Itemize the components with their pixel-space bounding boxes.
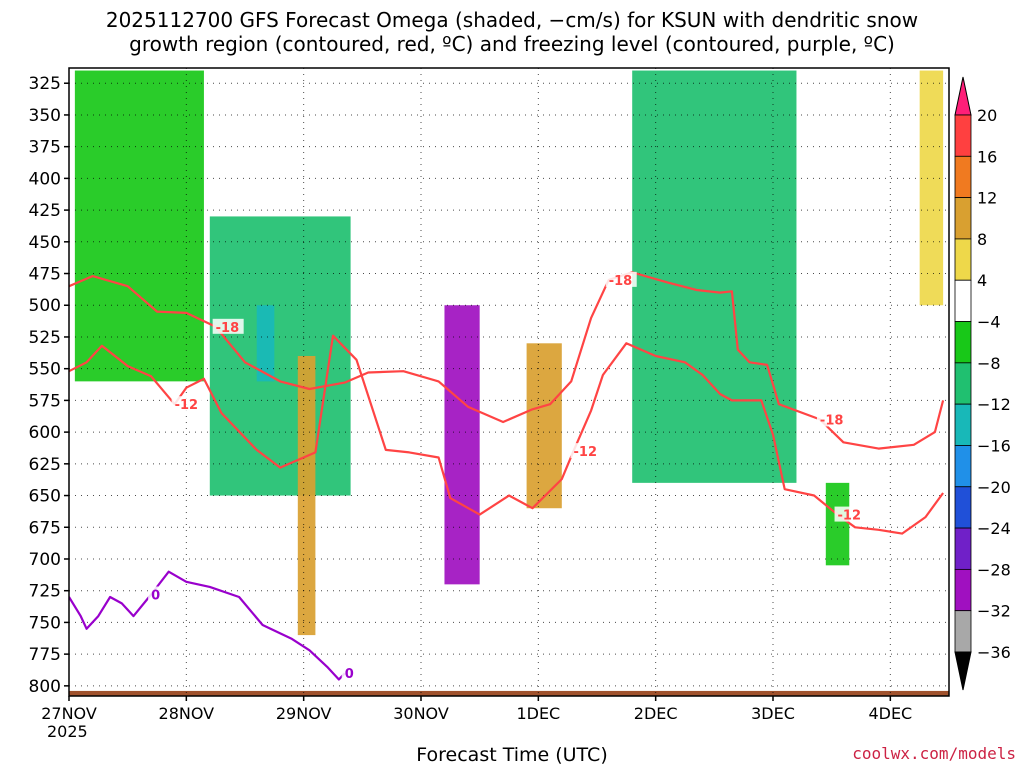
colorbar-label: −24 [977, 519, 1011, 538]
x-tick-label: 30NOV [393, 704, 449, 723]
y-tick-label: 525 [29, 328, 61, 348]
colorbar-label: −36 [977, 643, 1011, 662]
terrain [69, 690, 949, 696]
y-tick-label: 625 [29, 455, 61, 475]
contour-label-bg [570, 443, 602, 459]
colorbar-band-10 [954, 527, 972, 570]
plot-frame [68, 67, 950, 697]
colorbar-band-0 [954, 114, 972, 157]
omega-region-0 [74, 70, 204, 382]
colorbar-label: −32 [977, 602, 1011, 621]
omega-region-7 [825, 482, 850, 566]
x-tick-label: 29NOV [276, 704, 332, 723]
credit-link[interactable]: coolwx.com/models [852, 744, 1016, 763]
omega-region-1 [209, 216, 351, 496]
x-axis-label: Forecast Time (UTC) [416, 744, 608, 766]
contour-label-bg [605, 271, 637, 287]
contour-dgz-1 [69, 334, 944, 535]
y-tick-label: 550 [29, 360, 61, 380]
colorbar-band-9 [954, 486, 972, 529]
y-tick-label: 325 [29, 74, 61, 94]
contour-label-bg [341, 665, 355, 681]
colorbar-band-11 [954, 568, 972, 612]
y-tick-label: 725 [29, 582, 61, 602]
y-tick-label: 575 [29, 391, 61, 411]
colorbar-band-12 [954, 610, 972, 653]
x-tick-label: 3DEC [751, 704, 795, 723]
omega-region-5 [526, 343, 562, 509]
colorbar-band-1 [954, 155, 972, 199]
colorbar-label: 20 [977, 106, 997, 125]
contour-label: -18 [609, 274, 633, 289]
colorbar-label: −8 [977, 354, 1001, 373]
contour-label: 0 [345, 667, 354, 682]
colorbar-band-2 [954, 197, 972, 240]
x-axis: 27NOV 28NOV 29NOV 30NOV 1DEC 2DEC 3DEC 4DEC [41, 696, 912, 723]
terrain-surface [69, 690, 949, 696]
x-tick-label: 1DEC [516, 704, 560, 723]
omega-region-2 [256, 305, 275, 382]
y-tick-label: 425 [29, 201, 61, 221]
year-label: 2025 [47, 722, 88, 741]
colorbar-label: −16 [977, 436, 1011, 455]
colorbar-label: −4 [977, 313, 1001, 332]
colorbar-label: 12 [977, 189, 997, 208]
colorbar-band-5 [954, 321, 972, 364]
omega-region-4 [444, 305, 480, 585]
colorbar-band-3 [954, 238, 972, 281]
colorbar-label: 4 [977, 271, 987, 290]
contour-label-bg [816, 411, 848, 427]
contour-label-bg [212, 318, 244, 334]
colorbar-top-arrow [954, 76, 972, 116]
contour-label: 0 [151, 589, 160, 604]
contour-label-bg [171, 396, 203, 412]
y-axis: 325 350 375 400 425 450 475 500 525 550 575 600 625 6… [29, 74, 69, 697]
y-tick-label: 450 [29, 233, 61, 253]
contour-label: -12 [175, 398, 199, 413]
contours: -18 -18 -18 -12 -12 -12 0 0 [69, 271, 945, 682]
colorbar-label: 16 [977, 147, 997, 166]
y-tick-label: 700 [29, 550, 61, 570]
contour-label: -12 [574, 445, 598, 460]
chart-title-line-2: growth region (contoured, red, ºC) and f… [129, 32, 895, 56]
y-tick-label: 600 [29, 423, 61, 443]
colorbar-band-7 [954, 403, 972, 446]
colorbar-label: −12 [977, 395, 1011, 414]
omega-region-8 [919, 70, 944, 306]
x-tick-label: 4DEC [868, 704, 912, 723]
x-tick-label: 2DEC [634, 704, 678, 723]
contour-label: -18 [820, 413, 844, 428]
contour-freezing-2 [69, 570, 346, 681]
colorbar-band-4 [954, 279, 972, 322]
colorbar: 20 16 12 8 4 −4 −8 −12 −16 −20 −24 −28 −32 −36 [954, 76, 1011, 691]
y-tick-label: 500 [29, 296, 61, 316]
y-tick-label: 650 [29, 487, 61, 507]
x-tick-label: 27NOV [41, 704, 97, 723]
colorbar-band-6 [954, 362, 972, 405]
colorbar-label: −20 [977, 478, 1011, 497]
contour-dgz-0 [69, 271, 945, 450]
omega-shading [74, 70, 944, 636]
y-tick-label: 675 [29, 518, 61, 538]
colorbar-band-8 [954, 445, 972, 488]
colorbar-bottom-arrow [954, 651, 972, 691]
omega-region-3 [297, 355, 316, 636]
y-tick-label: 475 [29, 265, 61, 285]
x-tick-label: 28NOV [159, 704, 215, 723]
colorbar-label: −28 [977, 560, 1011, 579]
chart-title-line-1: 2025112700 GFS Forecast Omega (shaded, −… [105, 8, 919, 32]
omega-region-6 [632, 70, 797, 483]
contour-label-bg [834, 506, 866, 522]
y-tick-label: 800 [29, 677, 61, 697]
contour-label-bg [148, 586, 162, 602]
y-tick-label: 775 [29, 645, 61, 665]
y-tick-label: 350 [29, 106, 61, 126]
colorbar-label: 8 [977, 230, 987, 249]
contour-label: -18 [216, 321, 240, 336]
contour-label: -12 [838, 509, 862, 524]
y-tick-label: 375 [29, 138, 61, 158]
y-tick-label: 400 [29, 169, 61, 189]
y-tick-label: 750 [29, 613, 61, 633]
